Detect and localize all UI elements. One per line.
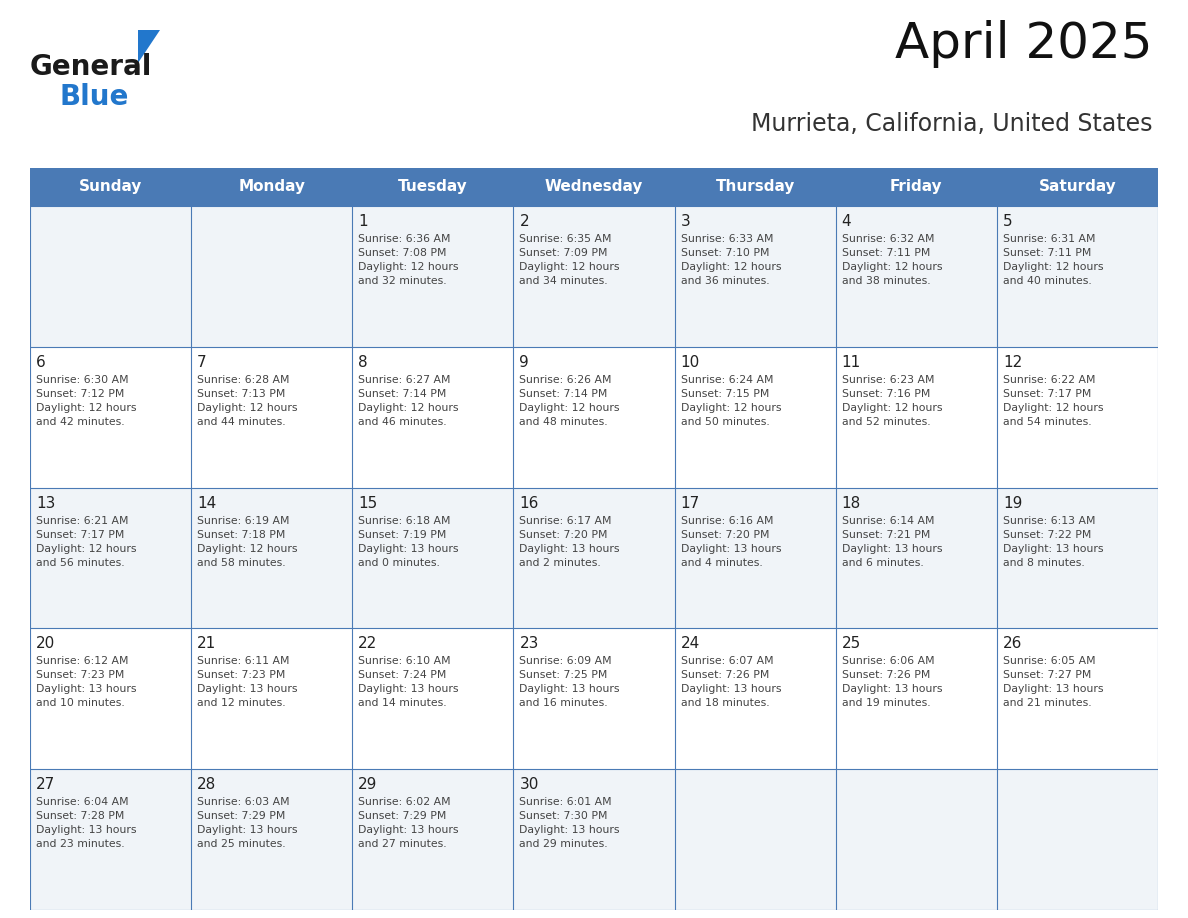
Text: Sunrise: 6:09 AM
Sunset: 7:25 PM
Daylight: 13 hours
and 16 minutes.: Sunrise: 6:09 AM Sunset: 7:25 PM Dayligh… <box>519 656 620 709</box>
Text: 21: 21 <box>197 636 216 652</box>
Text: Saturday: Saturday <box>1038 180 1117 195</box>
Text: Tuesday: Tuesday <box>398 180 468 195</box>
Text: Thursday: Thursday <box>715 180 795 195</box>
Text: Wednesday: Wednesday <box>545 180 643 195</box>
Text: Sunrise: 6:31 AM
Sunset: 7:11 PM
Daylight: 12 hours
and 40 minutes.: Sunrise: 6:31 AM Sunset: 7:11 PM Dayligh… <box>1003 234 1104 286</box>
Text: Sunrise: 6:14 AM
Sunset: 7:21 PM
Daylight: 13 hours
and 6 minutes.: Sunrise: 6:14 AM Sunset: 7:21 PM Dayligh… <box>842 516 942 567</box>
Text: General: General <box>30 53 152 81</box>
Text: Sunrise: 6:35 AM
Sunset: 7:09 PM
Daylight: 12 hours
and 34 minutes.: Sunrise: 6:35 AM Sunset: 7:09 PM Dayligh… <box>519 234 620 286</box>
Text: 23: 23 <box>519 636 539 652</box>
Text: 15: 15 <box>359 496 378 510</box>
Text: Sunrise: 6:18 AM
Sunset: 7:19 PM
Daylight: 13 hours
and 0 minutes.: Sunrise: 6:18 AM Sunset: 7:19 PM Dayligh… <box>359 516 459 567</box>
Text: Sunrise: 6:22 AM
Sunset: 7:17 PM
Daylight: 12 hours
and 54 minutes.: Sunrise: 6:22 AM Sunset: 7:17 PM Dayligh… <box>1003 375 1104 427</box>
Text: Sunrise: 6:02 AM
Sunset: 7:29 PM
Daylight: 13 hours
and 27 minutes.: Sunrise: 6:02 AM Sunset: 7:29 PM Dayligh… <box>359 797 459 849</box>
Text: Sunrise: 6:23 AM
Sunset: 7:16 PM
Daylight: 12 hours
and 52 minutes.: Sunrise: 6:23 AM Sunset: 7:16 PM Dayligh… <box>842 375 942 427</box>
Text: Sunrise: 6:17 AM
Sunset: 7:20 PM
Daylight: 13 hours
and 2 minutes.: Sunrise: 6:17 AM Sunset: 7:20 PM Dayligh… <box>519 516 620 567</box>
Text: 28: 28 <box>197 778 216 792</box>
Text: Sunrise: 6:28 AM
Sunset: 7:13 PM
Daylight: 12 hours
and 44 minutes.: Sunrise: 6:28 AM Sunset: 7:13 PM Dayligh… <box>197 375 298 427</box>
Text: Sunrise: 6:16 AM
Sunset: 7:20 PM
Daylight: 13 hours
and 4 minutes.: Sunrise: 6:16 AM Sunset: 7:20 PM Dayligh… <box>681 516 781 567</box>
Text: 11: 11 <box>842 354 861 370</box>
Text: 29: 29 <box>359 778 378 792</box>
Text: April 2025: April 2025 <box>895 20 1152 68</box>
Text: 4: 4 <box>842 214 852 229</box>
Text: 12: 12 <box>1003 354 1022 370</box>
Text: Sunrise: 6:30 AM
Sunset: 7:12 PM
Daylight: 12 hours
and 42 minutes.: Sunrise: 6:30 AM Sunset: 7:12 PM Dayligh… <box>36 375 137 427</box>
Bar <box>30 206 1158 347</box>
Text: Sunrise: 6:05 AM
Sunset: 7:27 PM
Daylight: 13 hours
and 21 minutes.: Sunrise: 6:05 AM Sunset: 7:27 PM Dayligh… <box>1003 656 1104 709</box>
Polygon shape <box>138 30 160 63</box>
Text: Sunrise: 6:32 AM
Sunset: 7:11 PM
Daylight: 12 hours
and 38 minutes.: Sunrise: 6:32 AM Sunset: 7:11 PM Dayligh… <box>842 234 942 286</box>
Text: 13: 13 <box>36 496 56 510</box>
Text: 3: 3 <box>681 214 690 229</box>
Text: 2: 2 <box>519 214 529 229</box>
Text: Sunrise: 6:24 AM
Sunset: 7:15 PM
Daylight: 12 hours
and 50 minutes.: Sunrise: 6:24 AM Sunset: 7:15 PM Dayligh… <box>681 375 781 427</box>
Text: 22: 22 <box>359 636 378 652</box>
Text: Sunrise: 6:26 AM
Sunset: 7:14 PM
Daylight: 12 hours
and 48 minutes.: Sunrise: 6:26 AM Sunset: 7:14 PM Dayligh… <box>519 375 620 427</box>
Text: Monday: Monday <box>239 180 305 195</box>
Bar <box>30 487 1158 629</box>
Text: 27: 27 <box>36 778 56 792</box>
Text: 6: 6 <box>36 354 46 370</box>
Bar <box>30 769 1158 910</box>
Text: 10: 10 <box>681 354 700 370</box>
Text: Sunrise: 6:12 AM
Sunset: 7:23 PM
Daylight: 13 hours
and 10 minutes.: Sunrise: 6:12 AM Sunset: 7:23 PM Dayligh… <box>36 656 137 709</box>
Text: Sunrise: 6:06 AM
Sunset: 7:26 PM
Daylight: 13 hours
and 19 minutes.: Sunrise: 6:06 AM Sunset: 7:26 PM Dayligh… <box>842 656 942 709</box>
Text: Sunday: Sunday <box>78 180 143 195</box>
Text: 8: 8 <box>359 354 368 370</box>
Text: 25: 25 <box>842 636 861 652</box>
Text: Sunrise: 6:03 AM
Sunset: 7:29 PM
Daylight: 13 hours
and 25 minutes.: Sunrise: 6:03 AM Sunset: 7:29 PM Dayligh… <box>197 797 298 849</box>
Text: Sunrise: 6:04 AM
Sunset: 7:28 PM
Daylight: 13 hours
and 23 minutes.: Sunrise: 6:04 AM Sunset: 7:28 PM Dayligh… <box>36 797 137 849</box>
Text: Sunrise: 6:11 AM
Sunset: 7:23 PM
Daylight: 13 hours
and 12 minutes.: Sunrise: 6:11 AM Sunset: 7:23 PM Dayligh… <box>197 656 298 709</box>
Text: Sunrise: 6:27 AM
Sunset: 7:14 PM
Daylight: 12 hours
and 46 minutes.: Sunrise: 6:27 AM Sunset: 7:14 PM Dayligh… <box>359 375 459 427</box>
Text: 16: 16 <box>519 496 539 510</box>
Text: Sunrise: 6:01 AM
Sunset: 7:30 PM
Daylight: 13 hours
and 29 minutes.: Sunrise: 6:01 AM Sunset: 7:30 PM Dayligh… <box>519 797 620 849</box>
Text: 24: 24 <box>681 636 700 652</box>
Text: 18: 18 <box>842 496 861 510</box>
Text: 26: 26 <box>1003 636 1022 652</box>
Text: 17: 17 <box>681 496 700 510</box>
Text: 5: 5 <box>1003 214 1012 229</box>
Text: Sunrise: 6:33 AM
Sunset: 7:10 PM
Daylight: 12 hours
and 36 minutes.: Sunrise: 6:33 AM Sunset: 7:10 PM Dayligh… <box>681 234 781 286</box>
Bar <box>30 629 1158 769</box>
Text: Sunrise: 6:21 AM
Sunset: 7:17 PM
Daylight: 12 hours
and 56 minutes.: Sunrise: 6:21 AM Sunset: 7:17 PM Dayligh… <box>36 516 137 567</box>
Text: 19: 19 <box>1003 496 1022 510</box>
Text: Sunrise: 6:10 AM
Sunset: 7:24 PM
Daylight: 13 hours
and 14 minutes.: Sunrise: 6:10 AM Sunset: 7:24 PM Dayligh… <box>359 656 459 709</box>
Text: Murrieta, California, United States: Murrieta, California, United States <box>751 112 1152 136</box>
Text: 1: 1 <box>359 214 368 229</box>
Text: Sunrise: 6:19 AM
Sunset: 7:18 PM
Daylight: 12 hours
and 58 minutes.: Sunrise: 6:19 AM Sunset: 7:18 PM Dayligh… <box>197 516 298 567</box>
Text: Friday: Friday <box>890 180 942 195</box>
Text: Sunrise: 6:13 AM
Sunset: 7:22 PM
Daylight: 13 hours
and 8 minutes.: Sunrise: 6:13 AM Sunset: 7:22 PM Dayligh… <box>1003 516 1104 567</box>
Text: Sunrise: 6:07 AM
Sunset: 7:26 PM
Daylight: 13 hours
and 18 minutes.: Sunrise: 6:07 AM Sunset: 7:26 PM Dayligh… <box>681 656 781 709</box>
Bar <box>30 347 1158 487</box>
Text: 20: 20 <box>36 636 56 652</box>
Bar <box>30 168 1158 206</box>
Text: Blue: Blue <box>61 83 129 111</box>
Text: 7: 7 <box>197 354 207 370</box>
Text: 30: 30 <box>519 778 539 792</box>
Text: 9: 9 <box>519 354 529 370</box>
Text: 14: 14 <box>197 496 216 510</box>
Text: Sunrise: 6:36 AM
Sunset: 7:08 PM
Daylight: 12 hours
and 32 minutes.: Sunrise: 6:36 AM Sunset: 7:08 PM Dayligh… <box>359 234 459 286</box>
